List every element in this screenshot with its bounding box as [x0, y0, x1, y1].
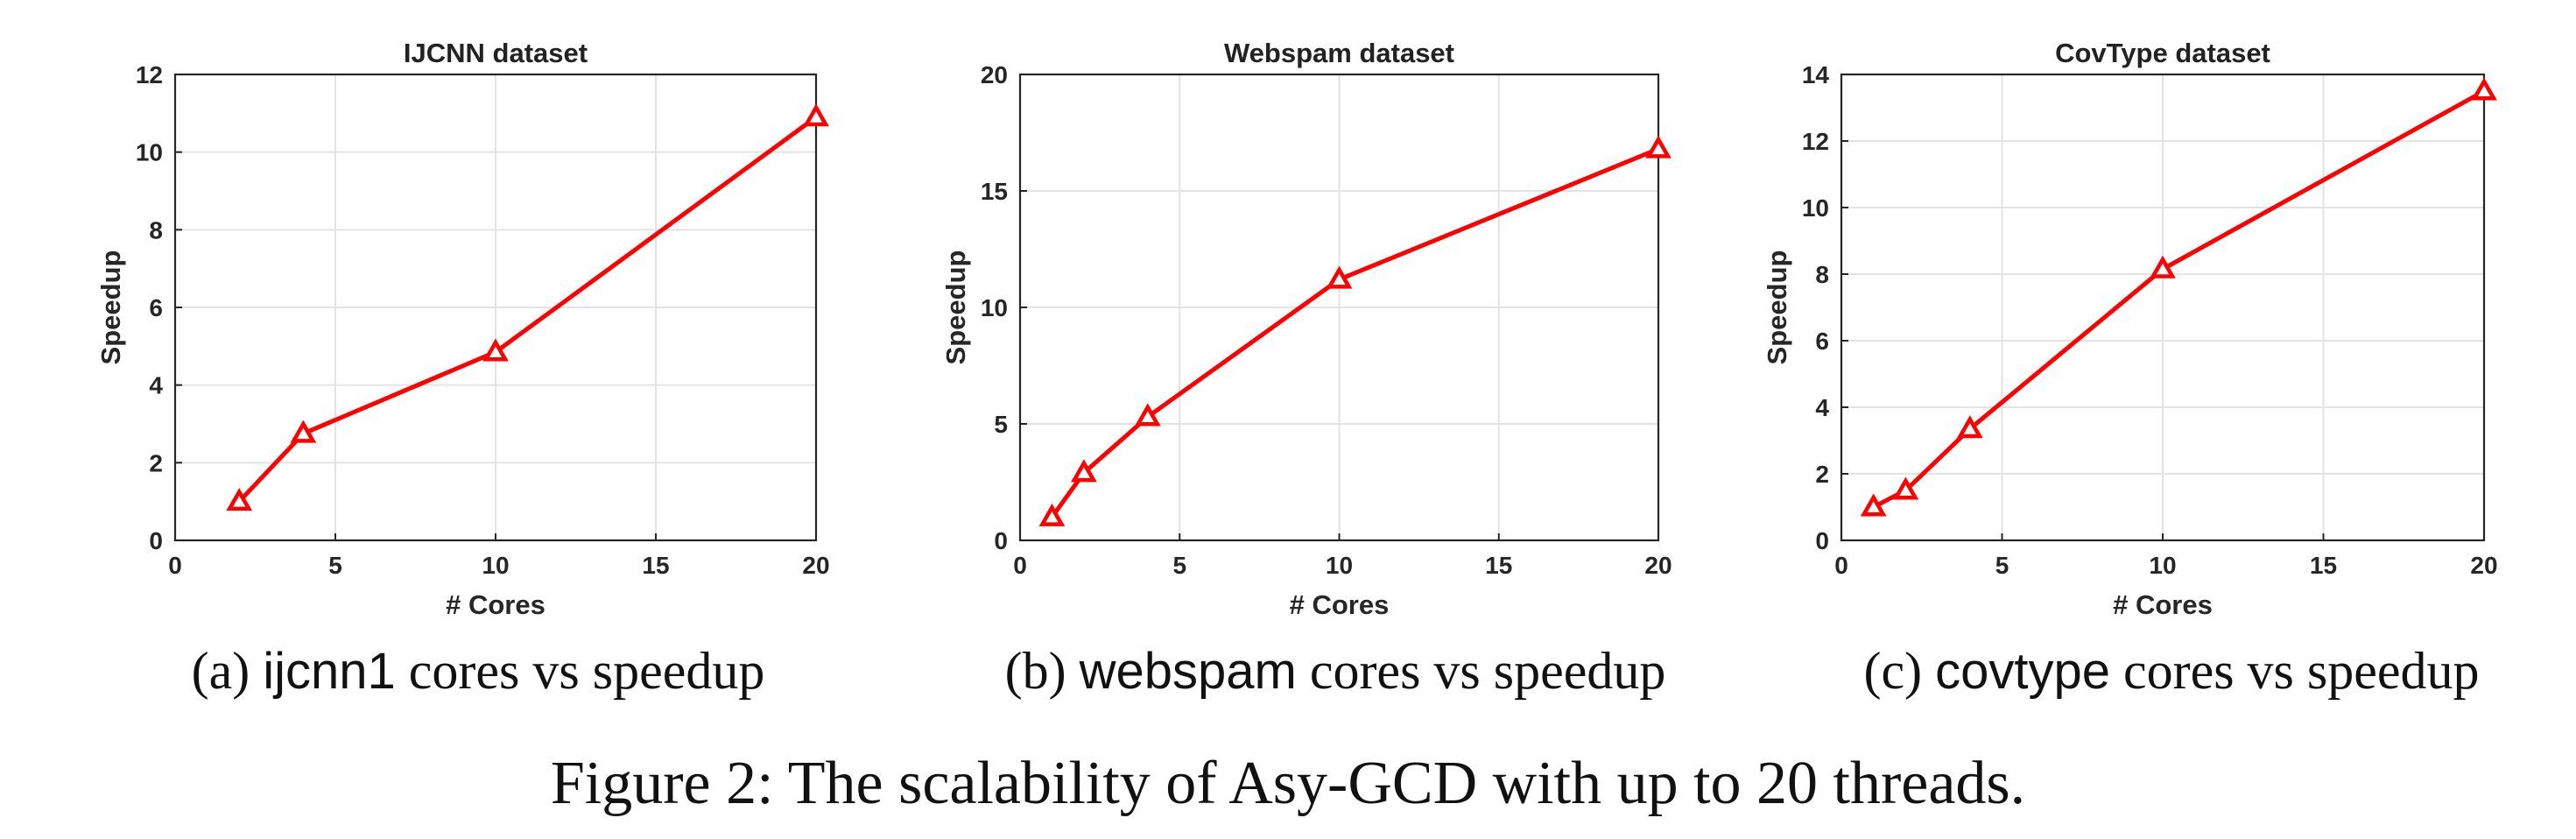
x-tick-label: 15	[2310, 552, 2337, 579]
data-point-marker	[226, 488, 253, 511]
y-tick-label: 12	[136, 61, 163, 88]
y-tick-label: 10	[136, 139, 163, 166]
y-tick-label: 2	[1815, 461, 1829, 488]
x-tick-label: 20	[802, 552, 829, 579]
y-axis-label: Speedup	[95, 250, 126, 365]
y-tick-label: 5	[994, 411, 1008, 438]
chart-c: 0 5 10 15 20 0 2 4 6 8 10 12 14 CovType dataset # Core…	[1762, 38, 2498, 620]
data-point-marker	[1038, 503, 1066, 526]
subcaption-a: (a) ijcnn1 cores vs speedup	[192, 641, 765, 702]
chart-panel-a: 0 5 10 15 20 0 2 4 6 8 10 12 IJCNN dataset # Cores Spe…	[0, 0, 858, 701]
y-tick-label: 6	[149, 294, 163, 321]
subcaption-suffix: cores vs speedup	[2109, 642, 2480, 700]
chart-b: 0 5 10 15 20 0 5 10 15 20 Webspam dataset # Cores Sp…	[940, 38, 1672, 620]
y-tick-label: 0	[1815, 527, 1829, 554]
y-tick-label: 2	[149, 449, 163, 476]
y-tick-label: 10	[1802, 194, 1829, 222]
data-point-marker	[803, 103, 829, 127]
y-tick-label: 15	[981, 178, 1008, 205]
subcaption-dataset: ijcnn1	[263, 643, 396, 700]
x-tick-label: 5	[1172, 552, 1186, 579]
y-tick-label: 10	[981, 294, 1008, 321]
y-tick-label: 0	[994, 527, 1008, 554]
x-axis-label: # Cores	[446, 589, 545, 620]
x-tick-label: 5	[1995, 552, 2009, 579]
y-tick-label: 6	[1815, 328, 1829, 355]
y-tick-label: 14	[1802, 61, 1830, 88]
y-tick-label: 4	[1815, 394, 1829, 421]
series-line	[1050, 146, 1659, 518]
x-tick-label: 15	[642, 552, 669, 579]
data-point-marker	[1134, 403, 1161, 427]
x-tick-label: 10	[1326, 552, 1353, 579]
data-point-marker	[1860, 493, 1887, 517]
subcaption-dataset: webspam	[1079, 643, 1297, 700]
data-point-marker	[2471, 77, 2497, 101]
x-tick-label: 10	[2149, 552, 2176, 579]
data-point-marker	[1326, 265, 1353, 289]
data-point-marker	[1892, 476, 1919, 500]
x-tick-label: 15	[1485, 552, 1512, 579]
y-tick-label: 8	[1815, 261, 1829, 288]
chart-title: IJCNN dataset	[404, 38, 588, 68]
y-tick-label: 20	[981, 61, 1008, 88]
subcaption-b: (b) webspam cores vs speedup	[1005, 641, 1666, 702]
chart-title: CovType dataset	[2055, 38, 2270, 68]
x-tick-label: 10	[482, 552, 509, 579]
subcaption-prefix: (b)	[1004, 642, 1080, 700]
data-point-marker	[290, 420, 317, 443]
subcaption-suffix: cores vs speedup	[395, 642, 765, 700]
subcaption-dataset: covtype	[1935, 643, 2110, 700]
x-tick-label: 0	[1834, 552, 1848, 579]
y-tick-label: 4	[149, 372, 163, 399]
series-line	[237, 115, 818, 504]
x-tick-label: 0	[168, 552, 182, 579]
y-axis-label: Speedup	[1762, 250, 1792, 365]
x-axis-label: # Cores	[2113, 589, 2213, 620]
y-tick-label: 12	[1802, 128, 1829, 155]
x-axis-label: # Cores	[1290, 589, 1390, 620]
chart-panel-c: 0 5 10 15 20 0 2 4 6 8 10 12 14 CovType dataset # Core…	[1716, 0, 2574, 701]
subcaption-c: (c) covtype cores vs speedup	[1863, 641, 2479, 702]
y-tick-label: 0	[149, 527, 163, 554]
figure-caption: Figure 2: The scalability of Asy-GCD wit…	[550, 750, 2026, 817]
subcaption-prefix: (a)	[191, 642, 264, 700]
x-tick-label: 0	[1013, 552, 1027, 579]
x-tick-label: 5	[328, 552, 342, 579]
y-axis-label: Speedup	[940, 250, 971, 365]
y-tick-label: 8	[149, 216, 163, 243]
data-point-marker	[1956, 415, 1983, 439]
data-point-marker	[2150, 255, 2176, 278]
data-point-marker	[1645, 135, 1672, 159]
data-point-marker	[482, 338, 509, 362]
x-tick-label: 20	[1644, 552, 1672, 579]
subcaption-suffix: cores vs speedup	[1296, 642, 1666, 700]
x-tick-label: 20	[2470, 552, 2497, 579]
subcaption-prefix: (c)	[1863, 642, 1936, 700]
series-line	[1872, 88, 2486, 510]
chart-panel-b: 0 5 10 15 20 0 5 10 15 20 Webspam dataset # Cores Sp…	[858, 0, 1716, 701]
chart-a: 0 5 10 15 20 0 2 4 6 8 10 12 IJCNN dataset # Cores Spe…	[95, 38, 830, 620]
data-point-marker	[1071, 459, 1097, 483]
chart-title: Webspam dataset	[1224, 38, 1454, 68]
